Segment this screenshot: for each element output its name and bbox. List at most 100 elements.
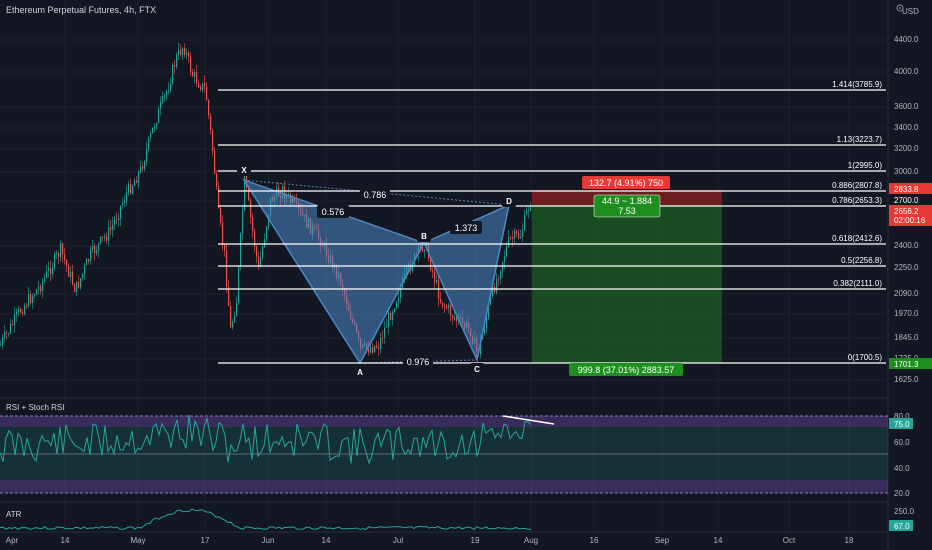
candle-body [110, 227, 112, 230]
candle-body [244, 174, 246, 211]
ratio-ac: 0.976 [407, 357, 430, 367]
candle-body [250, 200, 252, 218]
candle-body [68, 265, 70, 277]
time-tick: Aug [524, 536, 538, 545]
candle-body [194, 72, 196, 77]
candle-body [444, 306, 446, 308]
price-tick: 4000.0 [894, 67, 919, 76]
candle-body [504, 256, 506, 262]
candle-body [252, 217, 254, 231]
fib-level-label: 0.886(2807.8) [832, 181, 882, 190]
candle-body [228, 286, 230, 306]
candle-body [128, 183, 130, 193]
time-axis[interactable]: Apr 14 May 17 Jun 14 Jul 19 Aug 16 Sep 1… [6, 536, 854, 545]
candle-body [242, 210, 244, 234]
candle-body [230, 305, 232, 328]
candle-body [152, 127, 154, 134]
candle-body [394, 308, 396, 312]
candle-body [138, 171, 140, 184]
price-tick: 2400.0 [894, 241, 919, 250]
time-tick: Oct [783, 536, 796, 545]
candle-countdown: 02:00:16 [894, 216, 926, 225]
fib-level-label: 0.5(2256.8) [841, 256, 882, 265]
atr-tick: 250.0 [894, 507, 915, 516]
candle-body [526, 210, 528, 215]
candle-body [56, 253, 58, 255]
ratio-ab: 0.576 [322, 207, 345, 217]
candle-body [12, 323, 14, 325]
pattern-points: X A B C D [237, 164, 516, 378]
atr-value: 67.0 [894, 522, 910, 531]
bat-pattern[interactable] [242, 178, 511, 365]
fib-level-label: 0.382(2111.0) [833, 279, 882, 288]
candle-body [440, 298, 442, 303]
candle-body [70, 271, 72, 277]
price-tick: 3600.0 [894, 102, 919, 111]
ratio-xb: 0.786 [364, 190, 387, 200]
candle-body [236, 302, 238, 317]
candle-body [32, 296, 34, 303]
candle-body [216, 173, 218, 187]
candle-body [4, 332, 6, 338]
candle-body [398, 297, 400, 302]
candle-body [156, 123, 158, 127]
candle-body [94, 245, 96, 254]
rsi-value-badge [889, 418, 913, 429]
candle-body [184, 48, 186, 55]
candle-body [134, 180, 136, 186]
time-tick: May [130, 536, 145, 545]
candle-body [518, 233, 520, 239]
candle-body [226, 250, 228, 287]
candle-body [46, 270, 48, 278]
candle-body [388, 312, 390, 327]
time-tick: 14 [322, 536, 331, 545]
rsi-lower-band [0, 480, 888, 493]
candle-body [214, 150, 216, 174]
candle-body [8, 333, 10, 335]
pattern-ratios: 0.786 0.576 1.373 0.976 [317, 188, 482, 368]
candle-body [190, 56, 192, 72]
fib-level-label: 1.13(3223.7) [837, 135, 883, 144]
candle-body [172, 64, 174, 84]
candle-body [30, 294, 32, 303]
candle-body [514, 230, 516, 239]
candle-body [530, 205, 532, 211]
candle-body [140, 166, 142, 172]
time-tick: 18 [845, 536, 854, 545]
position-labels: 132.7 (4.91%) 750 44.9 ~ 1.884 7.53 999.… [569, 176, 683, 376]
candle-body [170, 83, 172, 90]
atr-line [0, 508, 532, 531]
candle-body [512, 237, 514, 239]
atr-panel[interactable]: ATR [0, 508, 532, 531]
time-tick: 19 [471, 536, 480, 545]
candle-body [390, 312, 392, 321]
take-profit-zone[interactable] [532, 205, 722, 363]
fib-level-label: 0.618(2412.6) [832, 234, 882, 243]
candle-body [412, 265, 414, 271]
candle-body [218, 186, 220, 209]
rsi-divergence-line [502, 415, 555, 425]
candle-body [192, 71, 194, 77]
candle-body [380, 337, 382, 350]
candle-body [72, 271, 74, 285]
candle-body [196, 72, 198, 84]
price-tick: 1970.0 [894, 309, 919, 318]
candle-body [34, 294, 36, 297]
settings-icon[interactable] [892, 2, 908, 14]
price-tick: 2090.0 [894, 289, 919, 298]
price-tick: 2250.0 [894, 263, 919, 272]
currency-label: USD [902, 7, 919, 16]
candle-body [42, 281, 44, 292]
candle-body [88, 259, 90, 262]
candle-body [488, 304, 490, 318]
stop-price-badge [889, 183, 932, 194]
candle-body [422, 247, 424, 252]
time-tick: Sep [655, 536, 670, 545]
candle-body [64, 254, 66, 261]
price-axis[interactable]: USD 4400.0 4000.0 3600.0 3400.0 3200.0 3… [889, 7, 932, 531]
candle-body [122, 202, 124, 206]
rsi-panel[interactable]: RSI + Stoch RSI [0, 403, 888, 494]
candle-body [76, 281, 78, 292]
candle-body [238, 266, 240, 303]
